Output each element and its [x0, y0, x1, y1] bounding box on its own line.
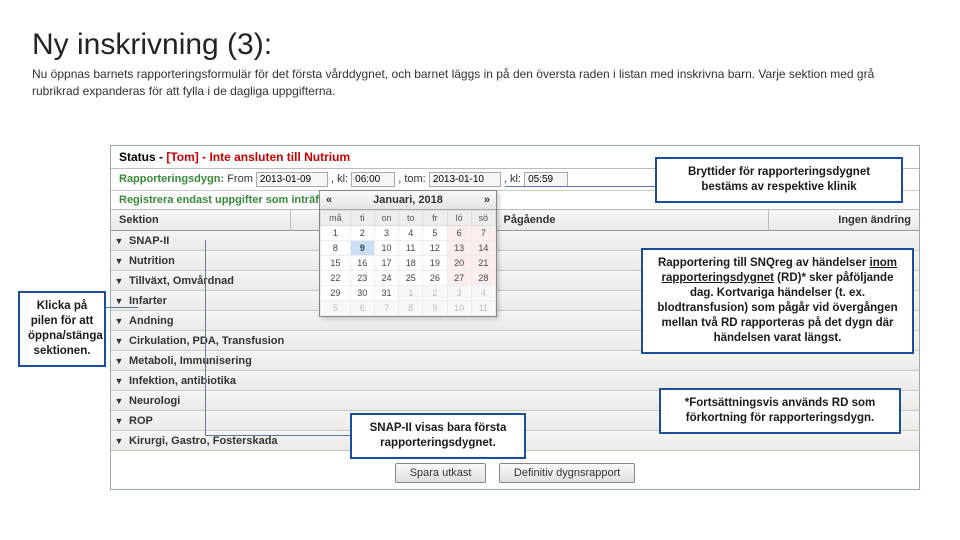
cal-dayhdr: lö [447, 211, 471, 226]
cal-day[interactable]: 3 [374, 226, 398, 241]
callout-right-main: Rapportering till SNQreg av händelser in… [641, 248, 914, 354]
section-label: SNAP-II [127, 235, 919, 247]
cal-dayhdr: to [399, 211, 423, 226]
tom-label: , tom: [398, 173, 426, 185]
chevron-down-icon: ▼ [111, 236, 127, 246]
section-label: Infektion, antibiotika [127, 375, 919, 387]
cal-day[interactable]: 10 [374, 241, 398, 256]
callout-snap-hline [205, 435, 350, 436]
slide-title: Ny inskrivning (3): [0, 0, 960, 62]
cal-day[interactable]: 1 [321, 226, 351, 241]
cal-day[interactable]: 14 [471, 241, 495, 256]
tom-date-input[interactable] [429, 172, 501, 187]
from-date-input[interactable] [256, 172, 328, 187]
from-label: From [227, 173, 253, 185]
cal-day[interactable]: 4 [471, 286, 495, 301]
cal-day[interactable]: 4 [399, 226, 423, 241]
tom-time-input[interactable] [524, 172, 568, 187]
cal-dayhdr: må [321, 211, 351, 226]
kl1-label: , kl: [331, 173, 348, 185]
cal-day[interactable]: 31 [374, 286, 398, 301]
cal-prev-icon[interactable]: « [326, 194, 332, 206]
cal-day[interactable]: 25 [399, 271, 423, 286]
hdr-ingen: Ingen ändring [769, 210, 919, 230]
save-button[interactable]: Spara utkast [395, 463, 487, 483]
calendar-table: måtiontofrlösö 1234567891011121314151617… [320, 210, 496, 316]
cal-day[interactable]: 2 [350, 226, 374, 241]
cal-day[interactable]: 8 [321, 241, 351, 256]
cal-day[interactable]: 17 [374, 256, 398, 271]
chevron-down-icon: ▼ [111, 396, 127, 406]
chevron-down-icon: ▼ [111, 256, 127, 266]
cal-day[interactable]: 8 [399, 301, 423, 316]
button-row: Spara utkast Definitiv dygnsrapport [111, 463, 919, 483]
cal-day[interactable]: 27 [447, 271, 471, 286]
cal-day[interactable]: 26 [423, 271, 447, 286]
final-button[interactable]: Definitiv dygnsrapport [499, 463, 635, 483]
cal-dayhdr: sö [471, 211, 495, 226]
chevron-down-icon: ▼ [111, 376, 127, 386]
cal-day[interactable]: 24 [374, 271, 398, 286]
cal-day[interactable]: 5 [423, 226, 447, 241]
status-value: [Tom] - Inte ansluten till Nutrium [166, 150, 350, 164]
kl2-label: , kl: [504, 173, 521, 185]
cal-day[interactable]: 29 [321, 286, 351, 301]
cal-day[interactable]: 1 [399, 286, 423, 301]
cal-day[interactable]: 11 [399, 241, 423, 256]
chevron-down-icon: ▼ [111, 356, 127, 366]
callout-r1a: Rapportering till SNQreg av händelser [658, 257, 870, 269]
callout-top: Bryttider för rapporteringsdygnet bestäm… [655, 157, 903, 203]
slide-subtitle: Nu öppnas barnets rapporteringsformulär … [0, 62, 880, 100]
cal-next-icon[interactable]: » [484, 194, 490, 206]
rep-label: Rapporteringsdygn: [119, 173, 224, 185]
cal-day[interactable]: 6 [447, 226, 471, 241]
callout-top-line [505, 186, 655, 187]
cal-day[interactable]: 7 [374, 301, 398, 316]
chevron-down-icon: ▼ [111, 336, 127, 346]
cal-day[interactable]: 7 [471, 226, 495, 241]
callout-right-foot: *Fortsättningsvis används RD som förkort… [659, 388, 901, 434]
chevron-down-icon: ▼ [111, 436, 127, 446]
callout-snap-vline [205, 240, 206, 435]
callout-snap: SNAP-II visas bara första rapporteringsd… [350, 413, 526, 459]
status-label: Status - [119, 150, 166, 164]
cal-day[interactable]: 19 [423, 256, 447, 271]
chevron-down-icon: ▼ [111, 296, 127, 306]
cal-dayhdr: ti [350, 211, 374, 226]
cal-day[interactable]: 2 [423, 286, 447, 301]
cal-day[interactable]: 9 [423, 301, 447, 316]
chevron-down-icon: ▼ [111, 276, 127, 286]
cal-day[interactable]: 22 [321, 271, 351, 286]
cal-day[interactable]: 5 [321, 301, 351, 316]
callout-left-line [106, 307, 138, 308]
section-label: Metaboli, Immunisering [127, 355, 919, 367]
cal-day[interactable]: 3 [447, 286, 471, 301]
chevron-down-icon: ▼ [111, 316, 127, 326]
hdr-section: Sektion [111, 210, 291, 230]
cal-day[interactable]: 12 [423, 241, 447, 256]
cal-day[interactable]: 28 [471, 271, 495, 286]
callout-left: Klicka på pilen för att öppna/stänga sek… [18, 291, 106, 367]
cal-day[interactable]: 20 [447, 256, 471, 271]
cal-dayhdr: on [374, 211, 398, 226]
cal-day[interactable]: 21 [471, 256, 495, 271]
section-row[interactable]: ▼Metaboli, Immunisering [111, 351, 919, 371]
cal-day[interactable]: 9 [350, 241, 374, 256]
cal-day[interactable]: 6 [350, 301, 374, 316]
cal-day[interactable]: 15 [321, 256, 351, 271]
cal-dayhdr: fr [423, 211, 447, 226]
cal-month: Januari, 2018 [373, 194, 443, 206]
cal-day[interactable]: 23 [350, 271, 374, 286]
cal-day[interactable]: 18 [399, 256, 423, 271]
cal-day[interactable]: 16 [350, 256, 374, 271]
cal-day[interactable]: 13 [447, 241, 471, 256]
from-time-input[interactable] [351, 172, 395, 187]
cal-day[interactable]: 30 [350, 286, 374, 301]
header-row: Sektion Pågående Ingen ändring [111, 210, 919, 231]
chevron-down-icon: ▼ [111, 416, 127, 426]
cal-day[interactable]: 10 [447, 301, 471, 316]
calendar-popup: « Januari, 2018 » måtiontofrlösö 1234567… [319, 190, 497, 317]
cal-day[interactable]: 11 [471, 301, 495, 316]
